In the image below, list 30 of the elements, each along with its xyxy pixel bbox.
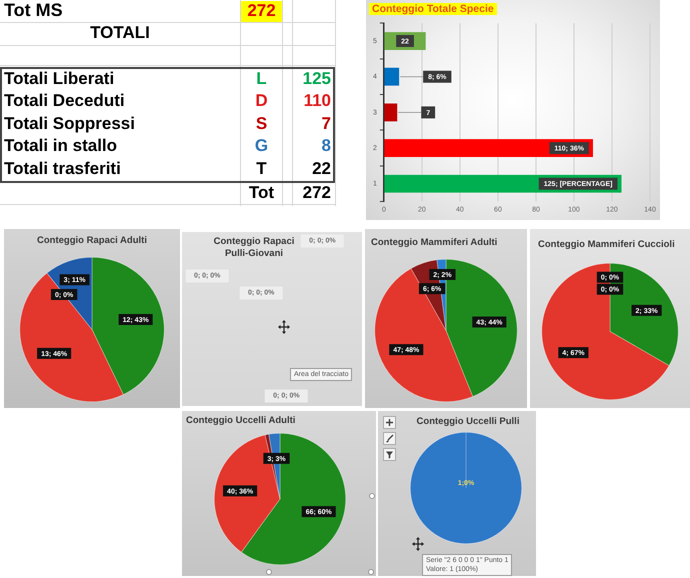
text: Conteggio Rapaci Pulli-Giovani — [212, 236, 296, 260]
data-label: 8 — [320, 136, 331, 158]
category-label: Totali in stallo — [4, 136, 118, 158]
category-label: Totali Deceduti — [4, 91, 125, 112]
data-label: 22 — [311, 158, 331, 180]
text: L — [255, 69, 268, 90]
text: G — [254, 136, 270, 158]
data-label: 125 — [302, 69, 331, 90]
chart-title: Conteggio Rapaci Adulti — [36, 235, 148, 247]
category-label: Totali Soppressi — [4, 114, 135, 135]
text: D — [254, 91, 269, 112]
text: 272 — [302, 183, 331, 204]
chart-title: Conteggio Uccelli Adulti — [186, 415, 296, 427]
text: S — [254, 114, 268, 135]
text: TOTALI — [89, 23, 151, 44]
text: Tot MS — [4, 0, 63, 22]
chart-title: Conteggio Mammiferi Adulti — [371, 237, 498, 249]
text: Tot — [248, 183, 276, 204]
category-label: Totali trasferiti — [4, 158, 121, 180]
bar — [384, 68, 400, 86]
bar — [384, 139, 593, 157]
chart-title: Conteggio Uccelli Pulli — [416, 416, 520, 428]
text: T — [255, 158, 268, 180]
category-label: Totali Liberati — [4, 69, 114, 90]
bar — [384, 103, 398, 122]
data-label: 110 — [302, 91, 331, 112]
chart-title: Conteggio Totale Specie — [369, 3, 497, 15]
text: 272 — [241, 1, 282, 22]
data-label: 7 — [320, 114, 331, 135]
chart-title: Conteggio Mammiferi Cuccioli — [538, 239, 676, 251]
